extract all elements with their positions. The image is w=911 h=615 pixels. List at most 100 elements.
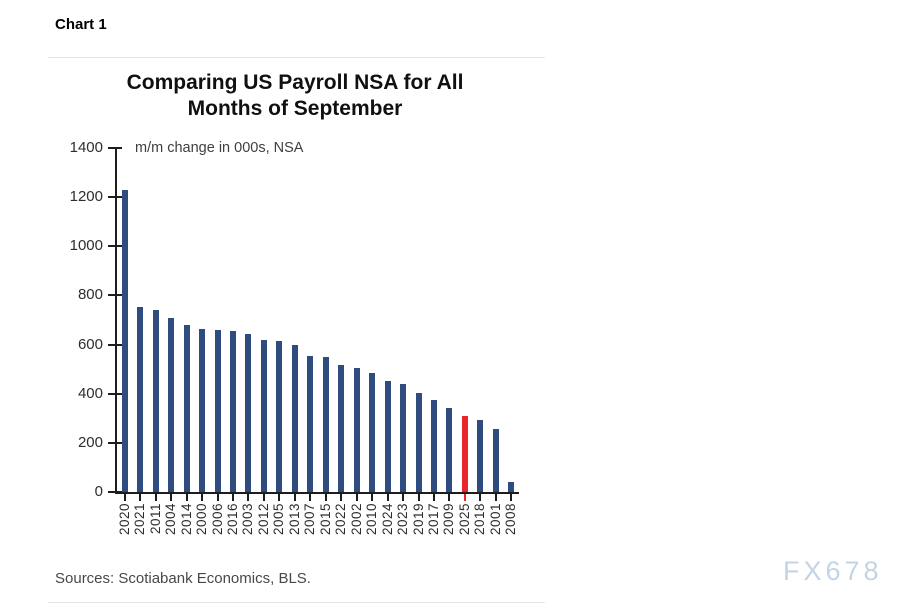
x-axis-label-2001: 2001 — [487, 503, 503, 536]
x-axis-tick — [170, 494, 173, 501]
x-axis-label-2009: 2009 — [441, 503, 457, 536]
x-axis-label-2019: 2019 — [410, 503, 426, 536]
y-axis-tick — [108, 491, 122, 493]
y-axis-label: 600 — [77, 335, 103, 353]
bar-2009 — [446, 408, 453, 492]
x-axis-tick — [154, 494, 157, 501]
x-axis-tick — [123, 494, 126, 501]
chart-title-line1: Comparing US Payroll NSA for All — [126, 71, 464, 94]
bar-2025 — [461, 415, 468, 492]
y-axis-label: 200 — [77, 433, 103, 451]
x-axis-label-2005: 2005 — [271, 503, 287, 536]
y-axis-tick — [108, 441, 122, 444]
bar-2016 — [229, 331, 236, 492]
bar-2000 — [199, 328, 206, 492]
x-axis-tick — [417, 494, 420, 501]
y-axis-tick — [108, 343, 122, 346]
bar-2007 — [307, 355, 314, 492]
chart-title-line2: Months of September — [187, 97, 403, 120]
plot-area: 1400 1200 1000 800 600 400 200 0 2020 2021 2011 200… — [70, 139, 519, 535]
x-axis-label-2021: 2021 — [132, 503, 148, 536]
x-axis-label-2003: 2003 — [240, 503, 256, 536]
bar-2014 — [183, 324, 190, 492]
bar-2018 — [477, 419, 484, 492]
x-axis-label-2006: 2006 — [209, 503, 225, 536]
x-axis-tick — [448, 494, 451, 501]
y-axis-tick — [108, 392, 122, 395]
watermark: FX678 — [783, 556, 883, 586]
x-axis-tick — [247, 494, 250, 501]
bottom-divider — [48, 602, 545, 603]
x-axis-tick — [402, 494, 405, 501]
x-axis-label-2011: 2011 — [147, 503, 163, 535]
bar-2008 — [508, 482, 515, 492]
bar-2005 — [276, 340, 283, 492]
bar-2017 — [430, 399, 437, 492]
x-axis-tick — [510, 494, 513, 501]
y-axis-label: 800 — [77, 286, 103, 304]
y-axis-label: 1200 — [69, 188, 103, 206]
x-axis-label-2023: 2023 — [395, 503, 411, 536]
bar-2023 — [400, 383, 407, 492]
bar-2011 — [152, 310, 159, 492]
bar-2010 — [369, 372, 376, 492]
y-axis-tick — [108, 245, 122, 248]
bar-2004 — [168, 317, 175, 492]
x-axis-label-2025: 2025 — [456, 503, 472, 536]
x-axis-tick — [278, 494, 281, 501]
x-axis-tick — [432, 494, 435, 501]
bar-2015 — [322, 356, 329, 492]
y-axis-label: 0 — [94, 483, 103, 500]
bar-2012 — [260, 339, 267, 492]
bar-2003 — [245, 333, 252, 492]
x-axis-label-2000: 2000 — [194, 503, 210, 536]
x-axis-tick — [355, 494, 358, 501]
bar-2001 — [492, 429, 499, 492]
x-axis-label-2016: 2016 — [224, 503, 240, 536]
chart-number-label: Chart 1 — [55, 16, 107, 33]
x-axis-tick — [309, 494, 312, 501]
x-axis-label-2018: 2018 — [472, 503, 488, 536]
bar-2006 — [214, 329, 221, 492]
bar-2022 — [338, 365, 345, 492]
x-axis-tick — [185, 494, 188, 501]
x-axis-label-2008: 2008 — [503, 503, 519, 536]
y-axis-label: 1000 — [69, 237, 103, 255]
x-axis-tick — [293, 494, 296, 501]
bar-2021 — [137, 306, 144, 492]
bar-2020 — [121, 189, 128, 492]
bar-2002 — [353, 367, 360, 492]
x-axis-label-2024: 2024 — [379, 503, 395, 536]
y-axis-tick — [108, 294, 122, 297]
bar-2019 — [415, 392, 422, 492]
x-axis-tick — [216, 494, 219, 501]
bar-2013 — [291, 344, 298, 492]
x-axis-tick — [371, 494, 374, 501]
x-axis-tick — [201, 494, 204, 501]
y-axis-tick — [108, 196, 122, 199]
x-axis-tick — [494, 494, 497, 501]
x-axis-tick — [324, 494, 327, 501]
x-axis-tick — [340, 494, 343, 501]
x-axis-label-2013: 2013 — [286, 503, 302, 536]
x-axis-label-2014: 2014 — [178, 503, 194, 536]
x-axis-tick — [463, 494, 466, 501]
top-divider — [48, 57, 545, 58]
x-axis-tick — [479, 494, 482, 501]
x-axis-tick — [231, 494, 234, 501]
chart-subtitle: m/m change in 000s, NSA — [135, 140, 304, 156]
y-axis-label: 1400 — [69, 139, 103, 156]
x-axis-label-2017: 2017 — [425, 503, 441, 536]
x-axis-tick — [262, 494, 265, 501]
x-axis-label-2022: 2022 — [333, 503, 349, 536]
chart-title: Comparing US Payroll NSA for All Months … — [75, 70, 515, 122]
x-axis-label-2007: 2007 — [302, 503, 318, 536]
y-axis-tick — [108, 147, 122, 149]
x-axis-label-2002: 2002 — [348, 503, 364, 536]
x-axis-tick — [139, 494, 142, 501]
x-axis-label-2012: 2012 — [255, 503, 271, 536]
sources-note: Sources: Scotiabank Economics, BLS. — [55, 570, 311, 587]
x-axis-tick — [386, 494, 389, 501]
x-axis-label-2015: 2015 — [317, 503, 333, 536]
